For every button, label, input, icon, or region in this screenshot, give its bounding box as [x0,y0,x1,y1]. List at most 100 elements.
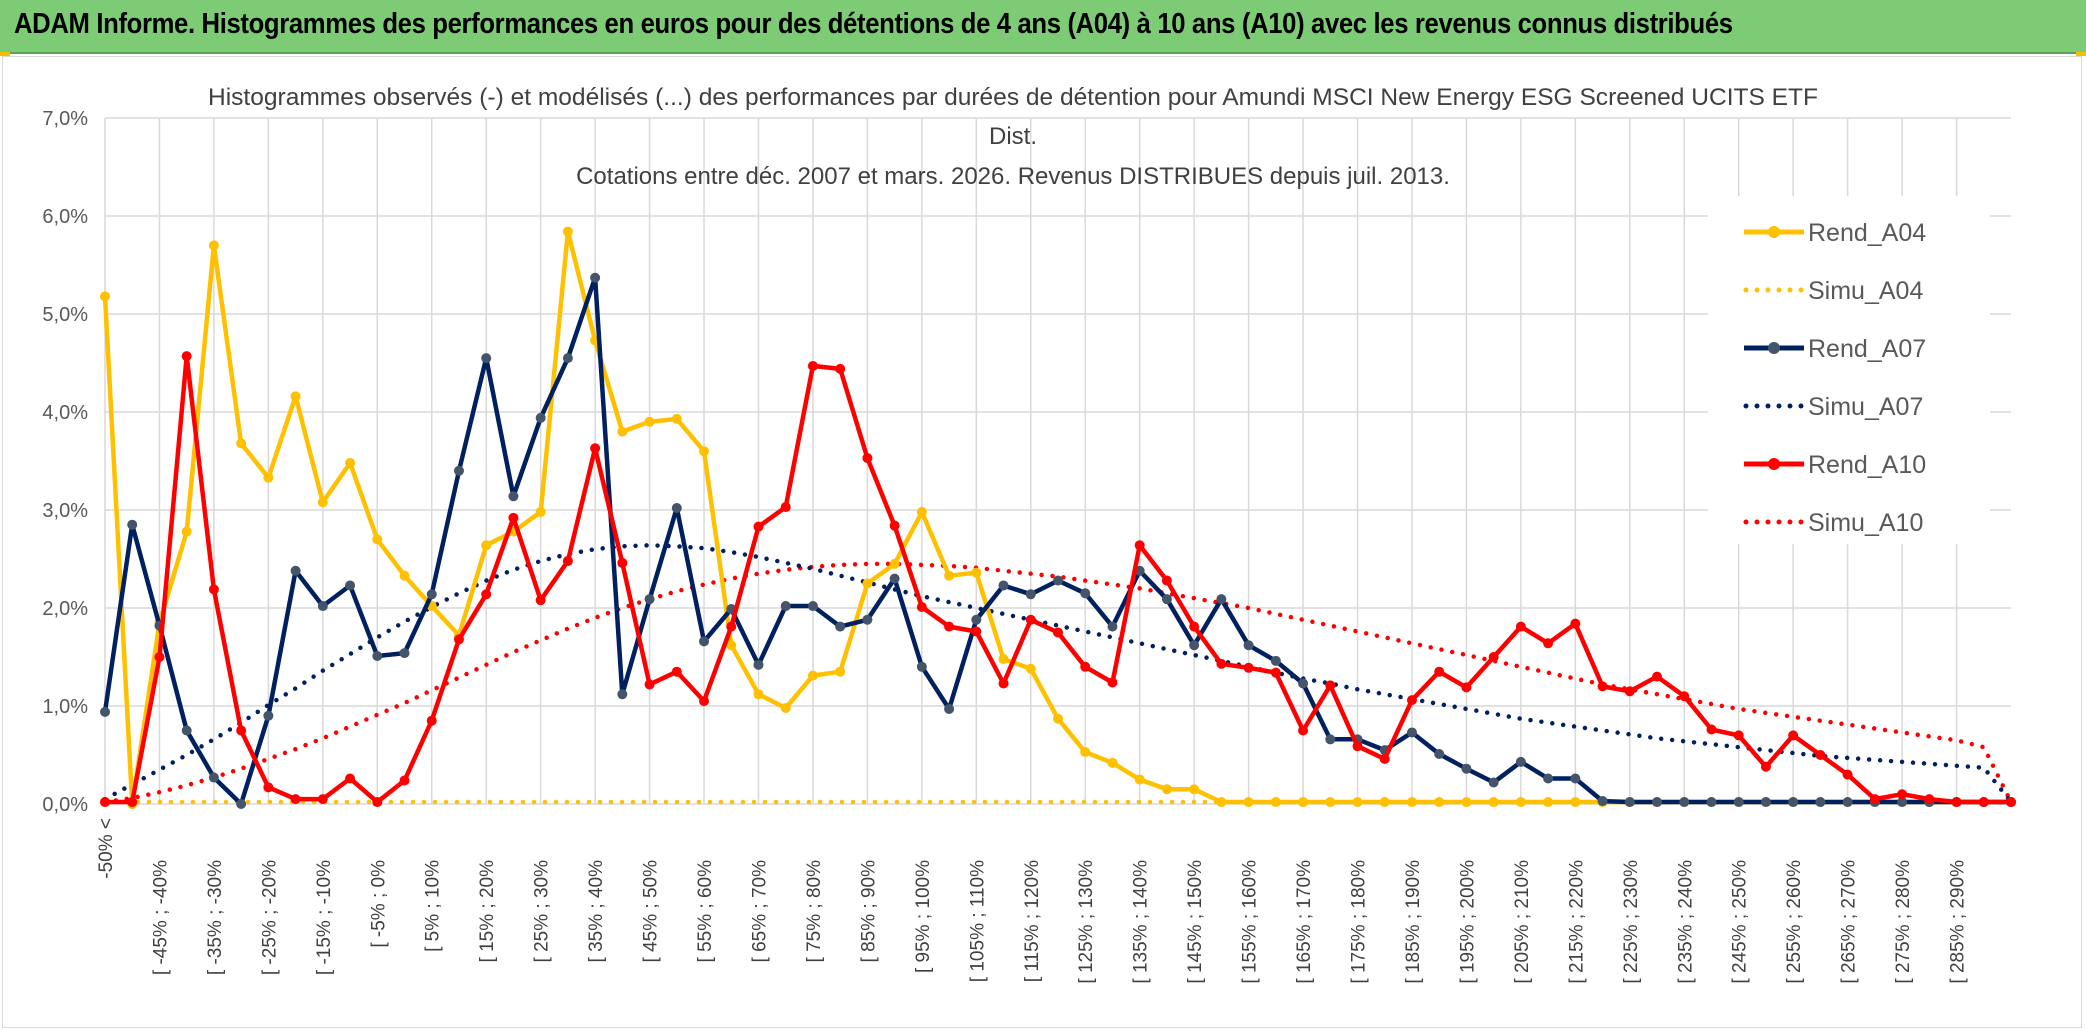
data-point [862,578,873,589]
x-tick-label: [ 225% ; 230% [1621,860,1642,984]
data-point [236,725,247,736]
x-tick-label: [ -25% ; -20% [259,860,280,975]
y-tick-label: 2,0% [42,598,88,620]
data-point [1025,663,1036,674]
y-tick-label: 6,0% [42,206,88,228]
x-tick-label: [ -5% ; 0% [368,860,389,948]
data-point [1434,797,1445,808]
data-point [100,797,110,808]
data-point [617,557,628,568]
data-point [1488,652,1499,662]
data-point [2006,797,2016,808]
data-point [971,614,982,625]
chart-series [100,226,2016,809]
data-point [1597,796,1608,807]
x-tick-label: [ 145% ; 150% [1185,860,1206,984]
data-point [835,621,846,632]
data-point [181,526,192,537]
data-point [562,555,573,566]
x-tick-label: [ 95% ; 100% [913,860,934,973]
data-point [208,240,219,251]
data-point [1543,797,1554,808]
data-point [508,512,519,523]
data-point [208,584,219,595]
data-point [236,438,247,449]
data-point [644,594,655,605]
legend-marker [1768,226,1780,238]
data-point [1461,763,1472,774]
data-point [1978,797,1989,808]
data-point [1679,691,1690,702]
x-tick-label: [ 185% ; 190% [1403,860,1424,984]
data-point [1107,677,1118,688]
x-tick-label: [ -15% ; -10% [314,860,335,975]
data-point [1325,680,1336,691]
chart-title-line: Histogrammes observés (-) et modélisés (… [208,84,1818,111]
data-point [1325,797,1336,808]
data-point [317,601,328,612]
data-point [1815,750,1826,760]
data-point [1406,727,1417,738]
x-tick-label: [ 255% ; 260% [1784,860,1805,984]
data-point [807,601,818,612]
data-point [780,502,791,513]
legend-label: Simu_A07 [1808,393,1923,421]
data-point [889,573,900,584]
data-point [1379,797,1390,808]
data-point [1189,621,1200,632]
series-Simu_A07 [102,543,2014,805]
data-point [1216,594,1227,605]
data-point [1461,682,1472,693]
data-point [1543,638,1554,649]
data-point [1298,725,1309,736]
data-point [236,799,247,809]
data-point [372,651,383,662]
x-tick-label: [ 35% ; 40% [586,860,607,963]
x-axis: -50% < [ -45% ; -40% [ -35% ; -30% [ -25% ;… [96,818,1969,984]
data-point [1597,681,1608,692]
legend-label: Rend_A07 [1808,335,1926,363]
data-point [1515,797,1526,808]
data-point [971,626,982,637]
data-point [944,621,955,632]
data-point [1053,575,1063,586]
data-point [998,580,1009,591]
data-point [617,689,628,700]
x-tick-label: [ 175% ; 180% [1349,860,1370,984]
data-point [753,689,764,700]
data-point [1543,773,1554,784]
data-point [1325,734,1336,745]
data-point [998,653,1009,664]
data-point [807,360,818,371]
data-point [753,521,764,532]
data-point [481,353,492,364]
data-point [535,506,546,517]
data-point [699,446,710,457]
data-point [1161,784,1172,795]
x-tick-label: [ 235% ; 240% [1675,860,1696,984]
y-axis: 0,0% 1,0% 2,0% 3,0% 4,0% 5,0% 6,0% 7,0% [42,108,88,816]
data-point [345,580,356,591]
data-point [1624,797,1635,808]
data-point [1788,730,1799,741]
series-Rend_A07 [100,272,2016,809]
x-tick-label: [ 105% ; 110% [967,860,988,982]
data-point [453,634,464,645]
page-header: ADAM Informe. Histogrammes des performan… [0,0,2086,54]
series-line [102,561,2014,805]
data-point [1080,588,1091,599]
data-point [1897,789,1908,800]
data-point [699,696,710,707]
x-tick-label: [ 15% ; 20% [477,860,498,963]
data-point [1298,678,1309,689]
data-point [127,797,138,808]
data-point [617,426,628,437]
data-point [590,443,601,454]
data-point [1815,797,1826,808]
data-point [1243,797,1254,808]
x-tick-label: [ 55% ; 60% [695,860,716,963]
legend-label: Rend_A10 [1808,451,1926,479]
data-point [1352,797,1363,808]
legend-item-Simu_A10: Simu_A10 [1743,509,1923,537]
